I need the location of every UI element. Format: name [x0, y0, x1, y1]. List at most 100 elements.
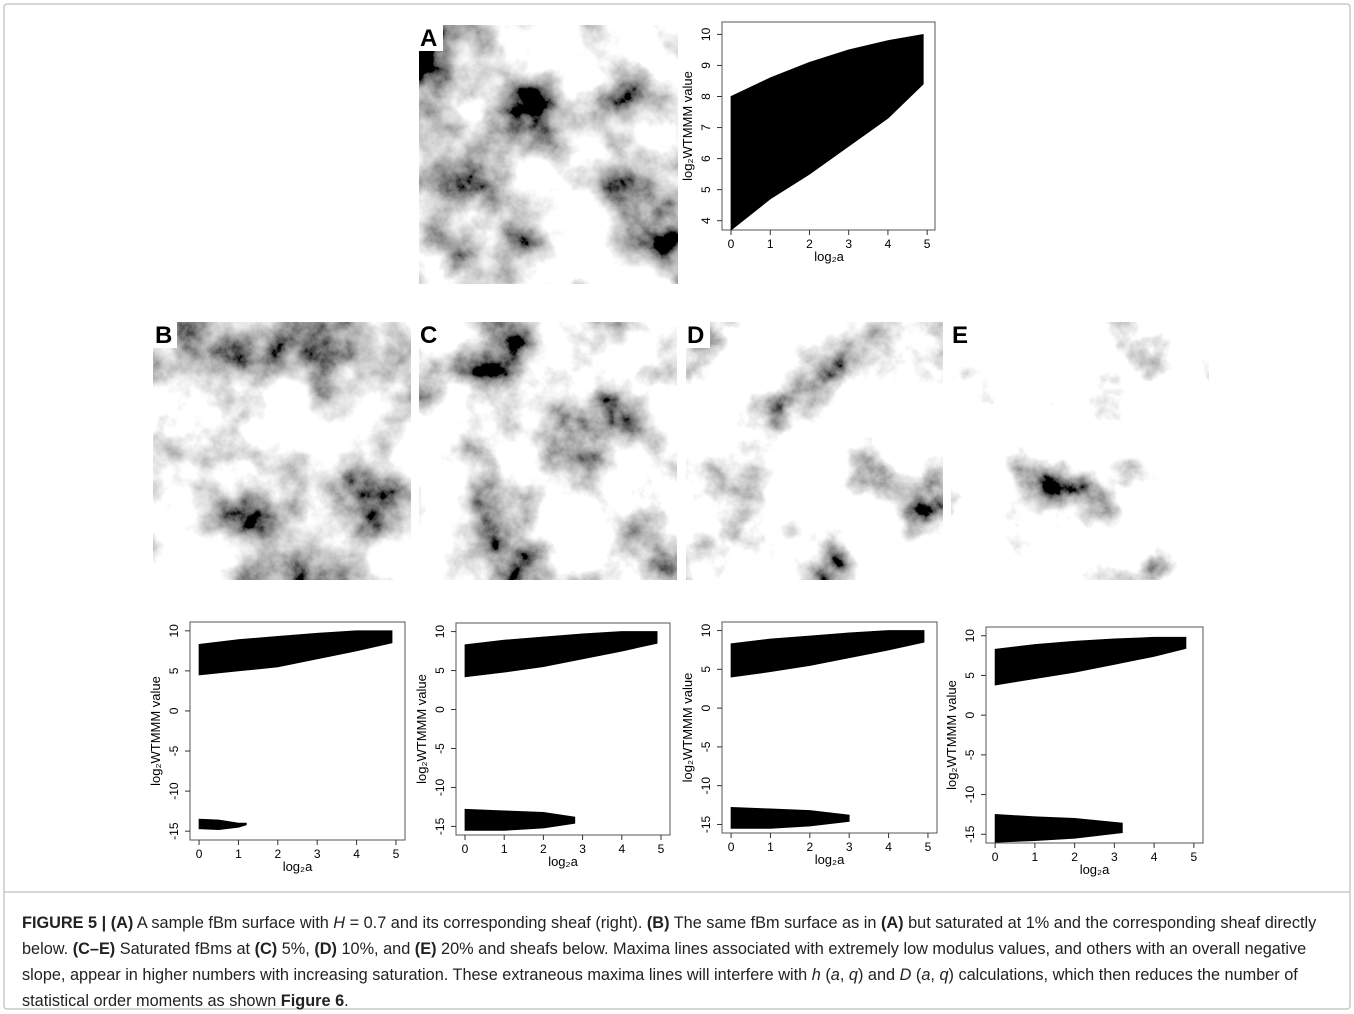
- x-tick-label: 5: [1191, 850, 1198, 864]
- caption-text: (D): [314, 940, 337, 958]
- panel-label: D: [687, 322, 704, 349]
- y-tick-label: 5: [699, 186, 713, 193]
- plot-frame: [721, 621, 938, 834]
- fbm-image: [419, 25, 678, 284]
- x-tick-label: 5: [924, 237, 931, 251]
- y-tick-label: 10: [963, 629, 977, 643]
- caption-text: q: [848, 966, 858, 984]
- x-axis-label: log₂a: [283, 859, 313, 874]
- plot-frame: [985, 626, 1204, 844]
- y-tick-label: 10: [699, 27, 713, 41]
- label-box: [686, 322, 710, 348]
- y-tick-label: -15: [433, 817, 447, 835]
- y-tick-label: 9: [699, 62, 713, 69]
- caption-text: The same fBm surface as in: [669, 914, 881, 932]
- caption-text: (A): [110, 914, 134, 932]
- y-tick-label: 8: [699, 93, 713, 100]
- y-tick-label: -10: [167, 782, 181, 800]
- sheaf-band: [730, 630, 925, 678]
- y-tick-label: 5: [433, 667, 447, 674]
- y-tick-label: 5: [167, 667, 181, 674]
- caption-text: h: [811, 966, 821, 984]
- y-tick-label: 7: [699, 124, 713, 131]
- y-tick-label: -5: [167, 745, 181, 756]
- x-tick-label: 0: [462, 842, 469, 856]
- y-tick-label: 6: [699, 155, 713, 162]
- y-tick-label: -15: [167, 822, 181, 840]
- caption-text: 10%, and: [336, 940, 415, 958]
- x-tick-label: 0: [196, 847, 203, 861]
- caption-text: (: [911, 966, 922, 984]
- x-tick-label: 2: [274, 847, 281, 861]
- fbm-image: [951, 322, 1209, 580]
- y-tick-label: 0: [167, 707, 181, 714]
- y-tick-label: -5: [963, 749, 977, 760]
- y-tick-label: 10: [167, 624, 181, 638]
- panel-label: C: [420, 322, 437, 349]
- y-axis-label: log₂WTMMM value: [148, 676, 163, 786]
- plot-frame: [455, 622, 671, 836]
- sheaf-band: [464, 808, 576, 831]
- x-tick-label: 2: [540, 842, 547, 856]
- label-box: [419, 25, 443, 51]
- y-axis-label: log₂WTMMM value: [414, 674, 429, 784]
- sheaf-band: [994, 813, 1123, 843]
- x-tick-label: 1: [767, 237, 774, 251]
- x-tick-label: 3: [314, 847, 321, 861]
- y-tick-label: 4: [699, 217, 713, 224]
- y-tick-label: 0: [699, 704, 713, 711]
- sheaf-band: [198, 630, 393, 676]
- panel-label: E: [952, 322, 968, 349]
- y-tick-label: -10: [699, 777, 713, 795]
- y-axis-label: log₂WTMMM value: [944, 680, 959, 790]
- fbm-image: [419, 322, 677, 580]
- x-tick-label: 5: [925, 840, 932, 854]
- sheaf-band: [730, 806, 850, 829]
- caption-text: but saturated at 1% and the correspondin…: [22, 914, 1317, 958]
- label-box: [419, 322, 443, 348]
- plot-frame: [189, 621, 406, 841]
- caption-text: (B): [646, 914, 670, 932]
- x-tick-label: 4: [885, 840, 892, 854]
- x-tick-label: 4: [618, 842, 625, 856]
- x-tick-label: 1: [1032, 850, 1039, 864]
- y-tick-label: -10: [963, 786, 977, 804]
- x-tick-label: 3: [845, 237, 852, 251]
- panel-label: B: [155, 322, 172, 349]
- caption-text: (E): [414, 940, 437, 958]
- label-box: [153, 322, 177, 348]
- x-tick-label: 5: [393, 847, 400, 861]
- x-axis-label: log₂a: [815, 852, 845, 867]
- x-tick-label: 1: [501, 842, 508, 856]
- sheaf-band: [730, 33, 924, 231]
- caption-text: ,: [930, 966, 940, 984]
- x-tick-label: 3: [846, 840, 853, 854]
- x-axis-label: log₂a: [814, 249, 844, 264]
- caption-text: (A): [880, 914, 904, 932]
- x-tick-label: 5: [658, 842, 665, 856]
- x-tick-label: 0: [992, 850, 999, 864]
- label-box: [951, 322, 975, 348]
- panel-label: A: [420, 25, 437, 52]
- x-tick-label: 2: [806, 237, 813, 251]
- x-tick-label: 3: [579, 842, 586, 856]
- y-tick-label: -15: [963, 825, 977, 843]
- figure-border: [3, 3, 1351, 1010]
- x-tick-label: 0: [728, 840, 735, 854]
- caption-text: 20% and sheafs below. Maxima lines assoc…: [22, 940, 1307, 984]
- x-tick-label: 2: [1071, 850, 1078, 864]
- y-axis-label: log₂WTMMM value: [680, 673, 695, 783]
- caption-text: ) and: [857, 966, 900, 984]
- caption-text: Saturated fBms at: [115, 940, 255, 958]
- caption-text: ) calculations, which then reduces the n…: [22, 966, 1298, 1010]
- caption-text: H: [333, 914, 346, 932]
- sheaf-band: [198, 818, 247, 830]
- caption-text: a: [830, 966, 840, 984]
- x-tick-label: 4: [885, 237, 892, 251]
- caption-text: A sample fBm surface with: [133, 914, 334, 932]
- x-tick-label: 1: [767, 840, 774, 854]
- fbm-image: [153, 322, 411, 580]
- x-tick-label: 1: [235, 847, 242, 861]
- caption-text: 5%,: [277, 940, 315, 958]
- x-axis-label: log₂a: [1080, 862, 1110, 877]
